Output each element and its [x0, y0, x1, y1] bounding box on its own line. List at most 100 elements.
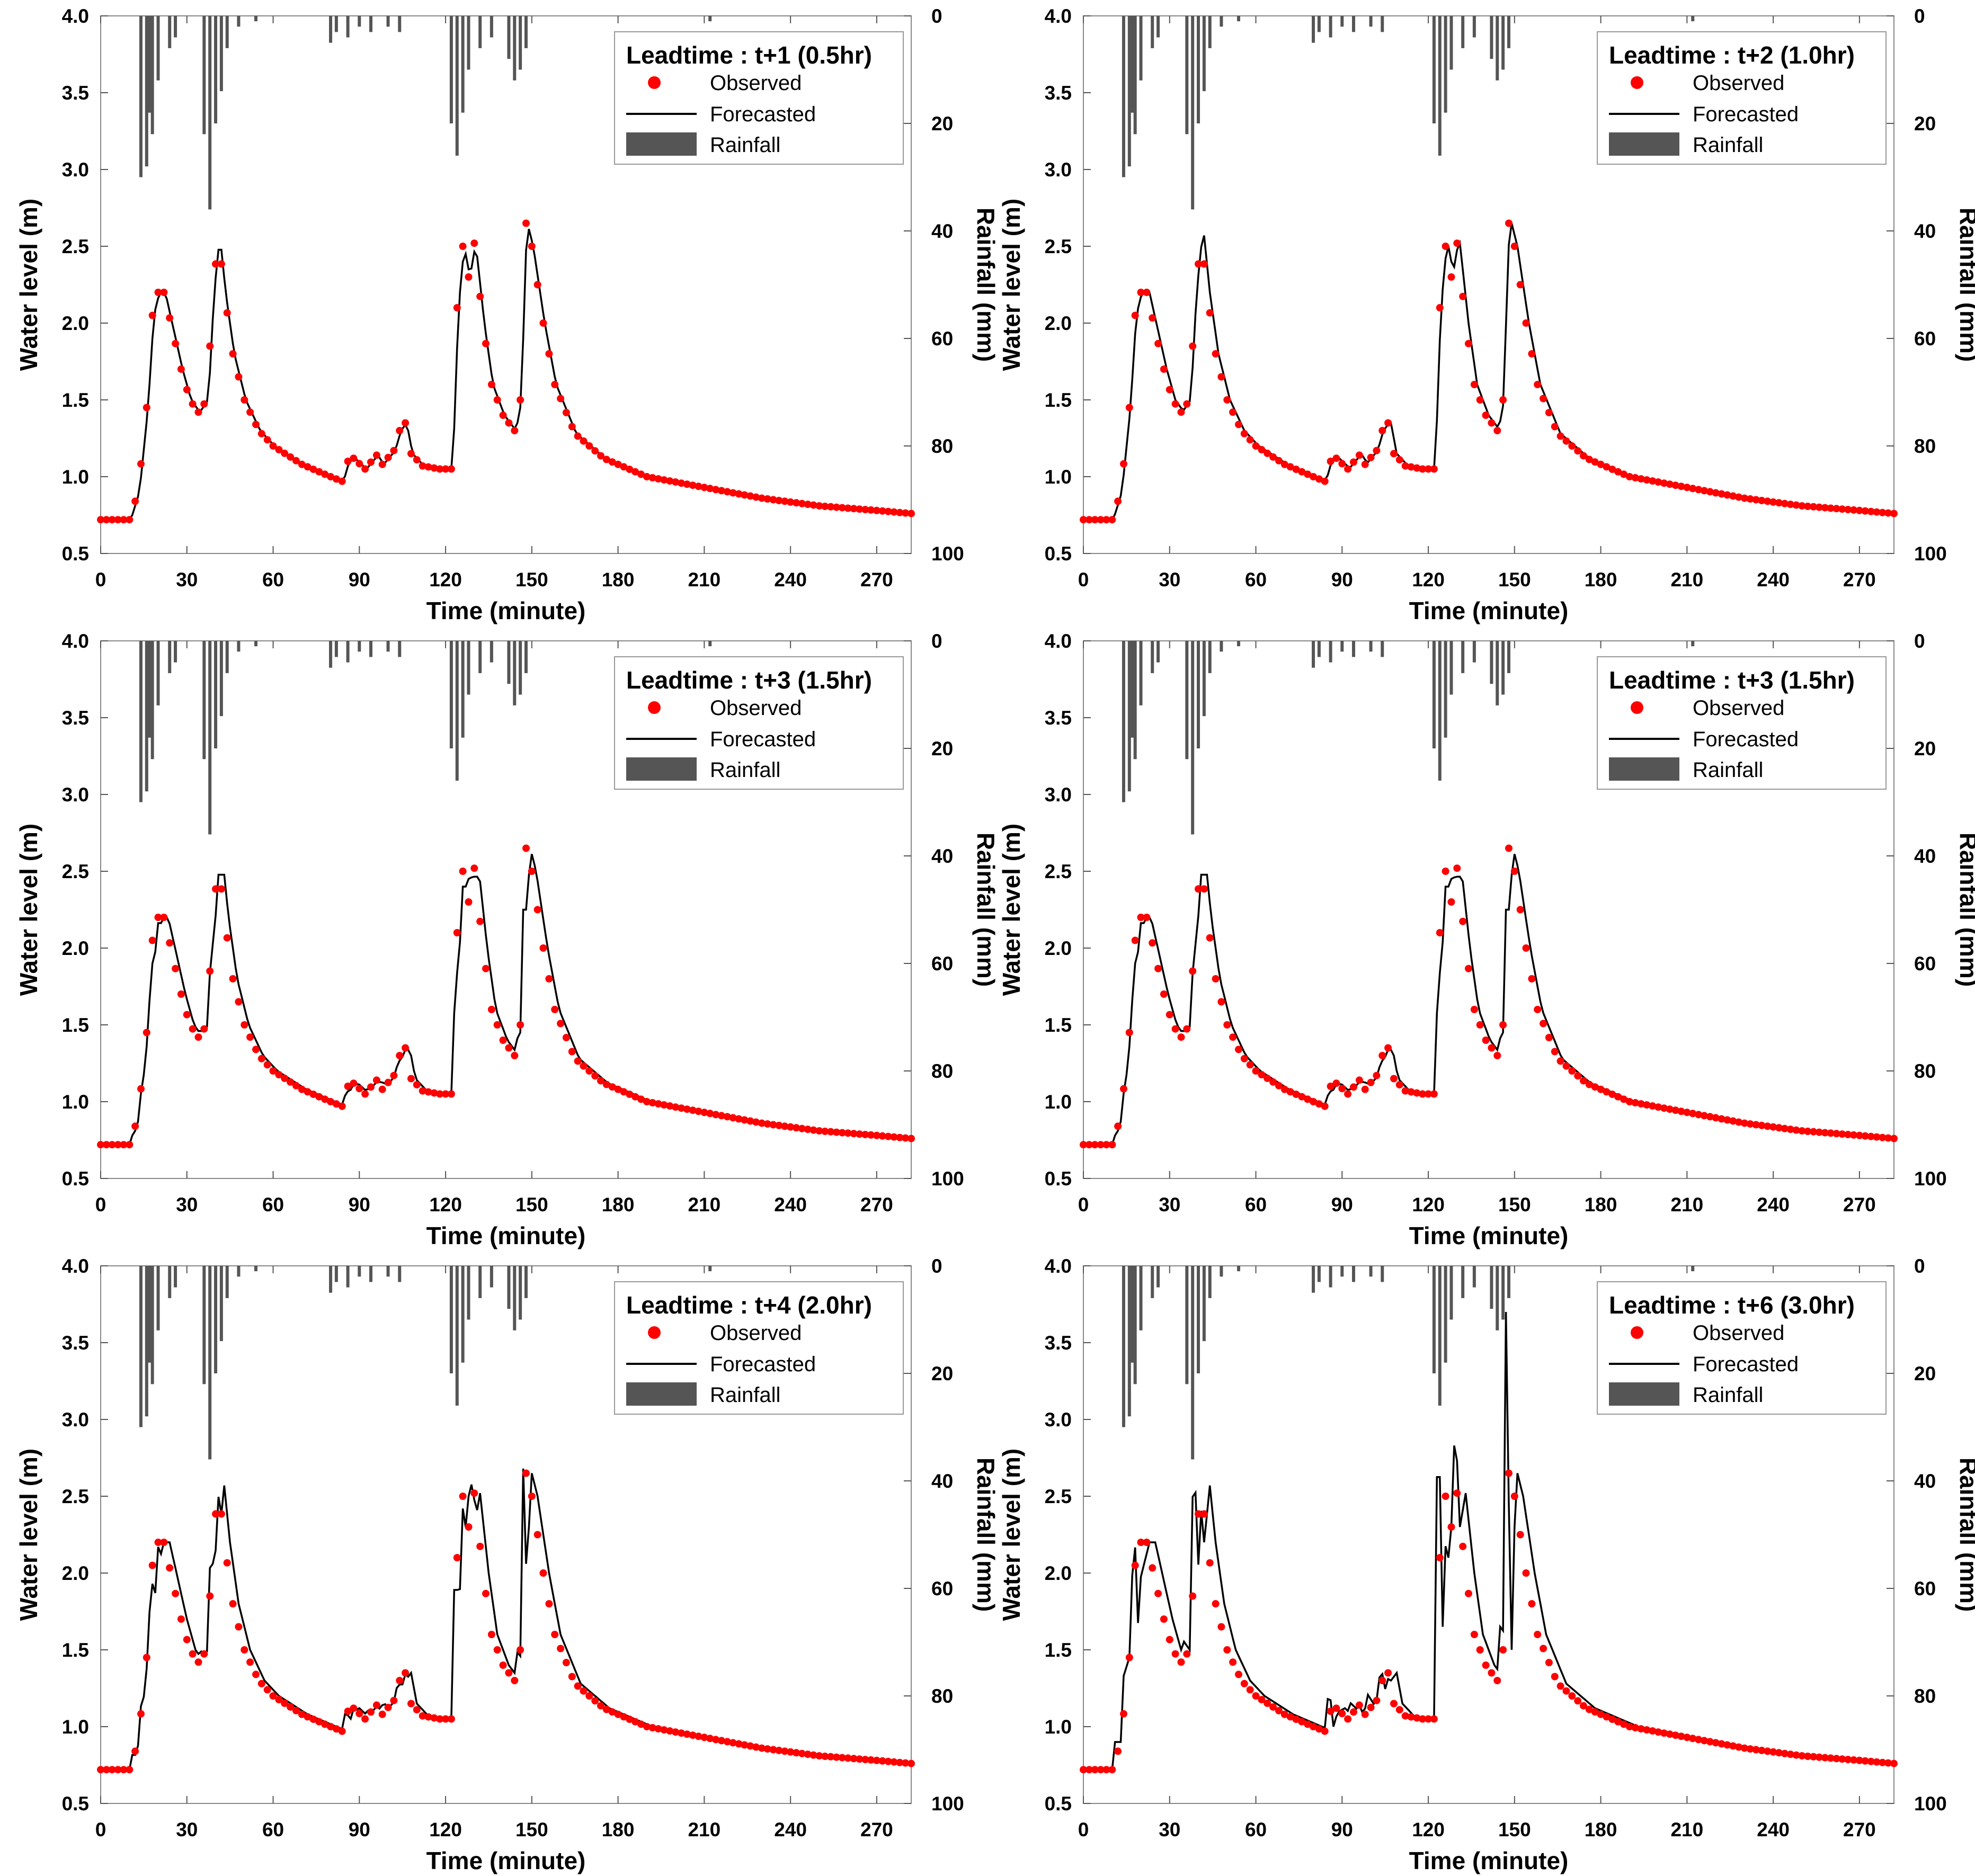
observed-point [1252, 1692, 1260, 1700]
observed-point [396, 427, 404, 434]
rainfall-bar [145, 16, 148, 167]
observed-point [137, 1710, 145, 1718]
observed-point [1298, 1718, 1306, 1726]
observed-point [309, 1091, 317, 1098]
observed-point [292, 1707, 300, 1714]
observed-point [827, 503, 835, 511]
observed-point [148, 936, 156, 944]
observed-point [1344, 1715, 1352, 1723]
observed-point [700, 1734, 708, 1741]
observed-point [470, 1489, 478, 1497]
observed-point [1206, 934, 1214, 942]
observed-point [252, 1046, 260, 1053]
legend-observed-label: Observed [710, 72, 802, 95]
rainfall-bar [202, 641, 206, 760]
observed-point [850, 1130, 858, 1138]
observed-point [602, 1080, 610, 1088]
observed-point [1671, 481, 1679, 489]
observed-point [717, 1737, 725, 1745]
observed-point [1390, 450, 1398, 458]
rainfall-bar [1317, 1266, 1321, 1282]
observed-point [355, 1710, 363, 1718]
observed-point [793, 1124, 800, 1132]
rainfall-bar [467, 16, 470, 70]
observed-point [769, 496, 777, 504]
rainfall-bar [1438, 1266, 1442, 1406]
rainfall-bar [1507, 16, 1510, 48]
x-tick-label: 60 [1245, 569, 1267, 591]
observed-point [809, 1751, 817, 1759]
observed-point [574, 1682, 582, 1690]
observed-point [453, 1554, 461, 1561]
y2-tick-label: 0 [1914, 1255, 1925, 1277]
observed-point [1378, 1677, 1386, 1684]
observed-point [321, 470, 329, 478]
rainfall-bar [449, 1266, 453, 1373]
observed-point [597, 1702, 604, 1710]
y-tick-label: 3.5 [1045, 82, 1072, 104]
observed-point [1649, 1727, 1657, 1735]
rainfall-bar [1185, 641, 1189, 760]
observed-point [1597, 460, 1605, 468]
observed-point [1551, 1048, 1559, 1056]
observed-point [1258, 1071, 1266, 1078]
observed-point [1712, 489, 1720, 497]
rainfall-bar [490, 16, 493, 38]
observed-point [275, 446, 283, 453]
observed-point [1740, 1119, 1748, 1127]
observed-point [1540, 395, 1547, 403]
observed-point [1361, 460, 1369, 468]
y2-tick-label: 100 [1914, 543, 1947, 565]
observed-point [700, 1109, 708, 1116]
observed-point [574, 432, 582, 440]
observed-point [763, 1120, 771, 1128]
observed-point [1700, 487, 1708, 495]
x-tick-label: 60 [1245, 1819, 1267, 1841]
observed-point [1752, 496, 1760, 504]
observed-point [160, 914, 168, 921]
observed-point [257, 430, 265, 437]
forecasted-line [1083, 223, 1894, 521]
y-tick-label: 2.5 [1045, 861, 1072, 882]
y-axis-label: Water level (m) [998, 199, 1025, 371]
observed-point [1200, 260, 1208, 268]
rainfall-bar [1208, 641, 1212, 673]
y-tick-label: 2.5 [1045, 236, 1072, 257]
rainfall-bar [467, 641, 470, 695]
y2-tick-label: 20 [931, 113, 953, 135]
y-tick-label: 1.5 [1045, 1014, 1072, 1036]
rainfall-bar [168, 641, 172, 673]
observed-point [787, 1748, 795, 1756]
observed-point [1459, 292, 1467, 300]
observed-point [1195, 260, 1202, 268]
observed-point [1671, 1106, 1679, 1114]
x-tick-label: 30 [176, 1819, 198, 1841]
x-tick-label: 120 [429, 569, 462, 591]
x-tick-label: 240 [1757, 569, 1790, 591]
observed-point [1430, 1715, 1438, 1723]
observed-point [1510, 868, 1518, 875]
observed-point [827, 1128, 835, 1136]
observed-point [1091, 516, 1099, 524]
x-tick-label: 240 [1757, 1819, 1790, 1841]
observed-point [1355, 1701, 1363, 1709]
observed-point [533, 906, 541, 914]
rainfall-bar [1472, 1266, 1476, 1288]
observed-point [292, 1082, 300, 1089]
observed-point [1683, 484, 1691, 492]
observed-point [683, 480, 691, 488]
observed-point [1516, 1531, 1524, 1539]
observed-point [832, 1753, 840, 1761]
observed-point [631, 1093, 639, 1101]
y2-axis-label: Rainfall (mm) [972, 1458, 1000, 1612]
observed-point [1384, 419, 1392, 427]
observed-point [1436, 304, 1444, 311]
observed-point [447, 1090, 455, 1098]
x-axis-label: Time (minute) [1409, 1847, 1569, 1874]
observed-point [1493, 1052, 1501, 1059]
rainfall-bar [156, 641, 160, 705]
observed-point [746, 1742, 754, 1750]
observed-point [741, 491, 749, 499]
observed-point [1540, 1020, 1547, 1028]
observed-point [1125, 404, 1133, 412]
